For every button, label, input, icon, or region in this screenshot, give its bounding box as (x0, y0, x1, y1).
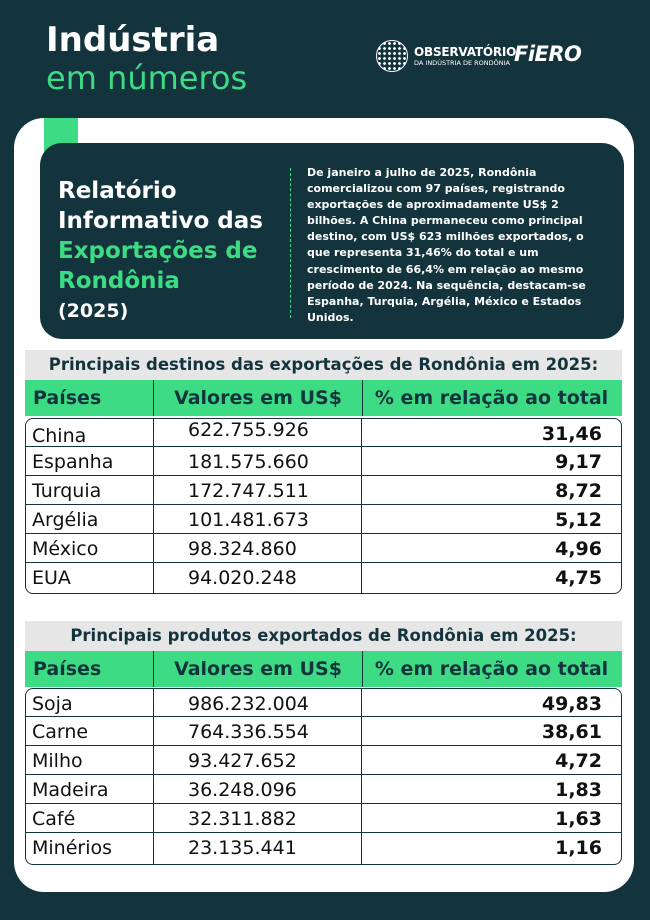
export-value: 172.747.511 (188, 480, 309, 502)
products-title: Principais produtos exportados de Rondôn… (25, 621, 622, 651)
row-divider (25, 562, 622, 563)
table-row: Carne 764.336.554 38,61 (25, 716, 622, 746)
row-divider (25, 533, 622, 534)
report-title-highlight: Exportações de (58, 238, 258, 264)
percent-value: 5,12 (555, 509, 602, 531)
column-divider (361, 688, 362, 865)
percent-value: 1,83 (555, 779, 602, 801)
table-row: Café 32.311.882 1,63 (25, 803, 622, 833)
percent-value: 4,72 (555, 750, 602, 772)
header-percent: % em relação ao total (374, 387, 609, 409)
country-name: China (32, 425, 87, 447)
percent-value: 38,61 (541, 721, 602, 743)
product-name: Café (32, 808, 76, 830)
products-header: Países Valores em US$ % em relação ao to… (25, 651, 622, 687)
table-row: Soja 986.232.004 49,83 (25, 688, 622, 718)
export-value: 181.575.660 (188, 451, 309, 473)
report-title: Relatório Informativo das Exportações de… (58, 176, 288, 326)
percent-value: 4,75 (555, 567, 602, 589)
row-divider (25, 745, 622, 746)
row-divider (25, 832, 622, 833)
globe-icon (376, 40, 408, 72)
row-divider (25, 716, 622, 717)
table-row: Argélia 101.481.673 5,12 (25, 504, 622, 534)
table-row: Turquia 172.747.511 8,72 (25, 475, 622, 505)
country-name: Turquia (32, 480, 102, 502)
table-row: Minérios 23.135.441 1,16 (25, 832, 622, 862)
table-row: Espanha 181.575.660 9,17 (25, 446, 622, 476)
table-row: EUA 94.020.248 4,75 (25, 562, 622, 592)
export-value: 98.324.860 (188, 538, 297, 560)
column-divider (361, 418, 362, 594)
export-value: 23.135.441 (188, 837, 297, 859)
row-divider (25, 774, 622, 775)
report-description: De janeiro a julho de 2025, Rondônia com… (307, 166, 586, 324)
header-value: Valores em US$ (153, 651, 363, 687)
table-row: México 98.324.860 4,96 (25, 533, 622, 563)
country-name: EUA (32, 567, 71, 589)
export-value: 36.248.096 (188, 779, 297, 801)
export-value: 622.755.926 (188, 419, 309, 441)
product-name: Minérios (32, 837, 113, 859)
percent-value: 8,72 (555, 480, 602, 502)
table-row: Milho 93.427.652 4,72 (25, 745, 622, 775)
table-row: Madeira 36.248.096 1,83 (25, 774, 622, 804)
observatorio-name: OBSERVATÓRIO (414, 44, 517, 59)
product-name: Soja (32, 693, 73, 715)
export-value: 986.232.004 (188, 693, 309, 715)
observatorio-subtitle: DA INDÚSTRIA DE RONDÔNIA (414, 58, 511, 67)
product-name: Madeira (32, 779, 109, 801)
page-subtitle: em números (46, 59, 248, 97)
column-divider (153, 688, 154, 865)
product-name: Carne (32, 721, 89, 743)
header-percent: % em relação ao total (374, 658, 609, 680)
export-value: 101.481.673 (188, 509, 309, 531)
country-name: Espanha (32, 451, 114, 473)
report-year: (2025) (58, 300, 129, 322)
row-divider (25, 446, 622, 447)
destinations-header: Países Valores em US$ % em relação ao to… (25, 380, 622, 416)
dashed-divider (290, 168, 291, 318)
report-title-line: Informativo das (58, 208, 263, 234)
page-title: Indústria (46, 20, 220, 60)
row-divider (25, 803, 622, 804)
header-country: Países (33, 658, 102, 680)
destinations-table: China 622.755.926 31,46 Espanha 181.575.… (25, 418, 622, 594)
export-value: 32.311.882 (188, 808, 297, 830)
header-value: Valores em US$ (153, 380, 363, 416)
report-title-highlight: Rondônia (58, 268, 180, 294)
country-name: México (32, 538, 99, 560)
row-divider (25, 504, 622, 505)
percent-value: 9,17 (555, 451, 602, 473)
product-name: Milho (32, 750, 83, 772)
percent-value: 4,96 (555, 538, 602, 560)
export-value: 94.020.248 (188, 567, 297, 589)
percent-value: 1,16 (555, 837, 602, 859)
percent-value: 1,63 (555, 808, 602, 830)
fiero-logo: FiERO (514, 42, 582, 66)
header-country: Países (33, 387, 102, 409)
export-value: 764.336.554 (188, 721, 309, 743)
report-title-line: Relatório (58, 178, 177, 204)
table-row: China 622.755.926 31,46 (25, 418, 622, 448)
country-name: Argélia (32, 509, 99, 531)
report-box: Relatório Informativo das Exportações de… (40, 143, 624, 339)
row-divider (25, 475, 622, 476)
percent-value: 31,46 (541, 423, 602, 445)
destinations-title: Principais destinos das exportações de R… (25, 350, 622, 380)
observatorio-logo: OBSERVATÓRIO DA INDÚSTRIA DE RONDÔNIA (376, 40, 516, 72)
export-value: 93.427.652 (188, 750, 297, 772)
products-table: Soja 986.232.004 49,83 Carne 764.336.554… (25, 688, 622, 865)
column-divider (153, 418, 154, 594)
percent-value: 49,83 (541, 693, 602, 715)
